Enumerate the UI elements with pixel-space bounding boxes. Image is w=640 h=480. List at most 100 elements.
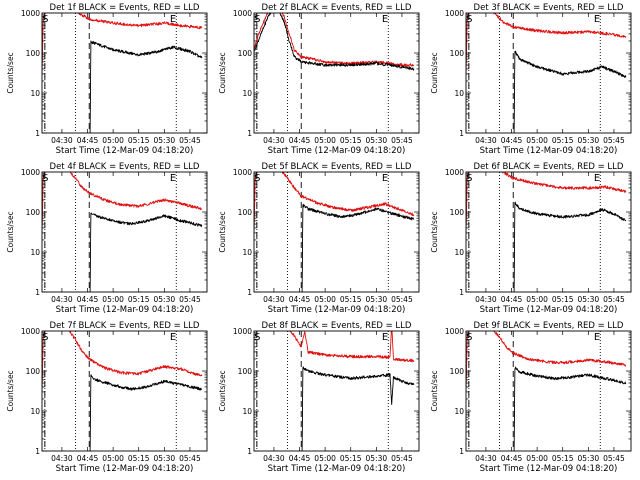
y-tick-label: 1 <box>459 447 464 456</box>
lld-series-line <box>254 13 415 67</box>
end-marker-label: E <box>382 14 388 25</box>
plot-area <box>466 13 627 133</box>
x-tick-label: 05:30 <box>578 136 600 145</box>
plot-area <box>42 13 203 133</box>
panel-title: Det 6f BLACK = Events, RED = LLD <box>474 162 624 172</box>
end-marker-label: E <box>170 332 176 343</box>
plot-area <box>466 331 627 451</box>
panel-title: Det 2f BLACK = Events, RED = LLD <box>262 3 412 13</box>
y-tick-label: 1000 <box>233 168 252 177</box>
start-marker-label: S <box>42 173 48 184</box>
x-tick-label: 05:00 <box>314 295 336 304</box>
plot-frame <box>465 171 632 293</box>
y-tick-label: 1 <box>247 447 252 456</box>
x-tick-label: 04:30 <box>475 454 497 463</box>
x-tick-label: 04:45 <box>501 454 523 463</box>
lld-series-line <box>42 172 203 233</box>
x-tick-label: 04:30 <box>51 454 73 463</box>
y-tick-label: 10 <box>30 407 40 416</box>
y-tick-label: 1 <box>247 288 252 297</box>
lld-series-line <box>466 172 627 233</box>
x-tick-label: 05:45 <box>179 136 201 145</box>
x-axis-title: Start Time (12-Mar-09 04:18:20) <box>268 146 406 156</box>
end-marker-label: E <box>594 14 600 25</box>
x-tick-label: 04:45 <box>501 136 523 145</box>
y-tick-label: 100 <box>450 367 465 376</box>
y-tick-label: 10 <box>242 407 252 416</box>
x-tick-label: 04:30 <box>263 295 285 304</box>
events-series-line <box>301 366 415 451</box>
lld-series-line <box>466 331 627 392</box>
y-tick-label: 1 <box>459 288 464 297</box>
y-tick-label: 1000 <box>233 9 252 18</box>
x-tick-label: 05:30 <box>578 295 600 304</box>
x-tick-label: 05:45 <box>179 295 201 304</box>
x-tick-label: 05:45 <box>603 295 625 304</box>
plot-frame <box>41 171 208 293</box>
x-tick-label: 04:30 <box>475 136 497 145</box>
end-marker-label: E <box>170 14 176 25</box>
y-axis-title: Counts/sec <box>430 52 439 93</box>
x-tick-label: 05:30 <box>366 295 388 304</box>
events-series-line <box>513 366 627 451</box>
x-tick-label: 05:15 <box>340 454 362 463</box>
x-tick-label: 05:00 <box>526 136 548 145</box>
x-tick-label: 05:15 <box>552 295 574 304</box>
y-tick-label: 100 <box>26 208 41 217</box>
plot-area <box>466 172 627 292</box>
x-tick-label: 05:15 <box>128 136 150 145</box>
panel-title: Det 4f BLACK = Events, RED = LLD <box>50 162 200 172</box>
x-tick-label: 04:45 <box>501 295 523 304</box>
panel-title: Det 3f BLACK = Events, RED = LLD <box>474 3 624 13</box>
x-tick-label: 05:45 <box>179 454 201 463</box>
x-tick-label: 05:00 <box>102 454 124 463</box>
x-tick-label: 04:30 <box>263 136 285 145</box>
plot-frame <box>253 12 420 134</box>
lld-series-line <box>466 13 627 74</box>
plot-frame <box>465 330 632 452</box>
x-tick-label: 05:15 <box>340 136 362 145</box>
x-tick-label: 05:15 <box>552 136 574 145</box>
y-tick-label: 100 <box>238 367 253 376</box>
y-tick-label: 1000 <box>445 327 464 336</box>
x-tick-label: 05:30 <box>154 295 176 304</box>
y-tick-label: 1000 <box>445 9 464 18</box>
y-tick-label: 1 <box>35 288 40 297</box>
events-series-line <box>89 40 203 133</box>
start-marker-label: S <box>42 14 48 25</box>
x-axis-title: Start Time (12-Mar-09 04:18:20) <box>56 464 194 474</box>
x-tick-label: 04:45 <box>289 454 311 463</box>
panel-title: Det 1f BLACK = Events, RED = LLD <box>50 3 200 13</box>
x-tick-label: 05:45 <box>391 295 413 304</box>
start-marker-label: S <box>42 332 48 343</box>
x-tick-label: 05:45 <box>603 136 625 145</box>
y-tick-label: 1 <box>35 129 40 138</box>
y-axis-title: Counts/sec <box>218 52 227 93</box>
x-tick-label: 05:45 <box>391 454 413 463</box>
plot-frame <box>41 12 208 134</box>
plot-frame <box>253 171 420 293</box>
y-tick-label: 10 <box>242 89 252 98</box>
end-marker-label: E <box>594 332 600 343</box>
x-tick-label: 05:00 <box>314 454 336 463</box>
y-axis-title: Counts/sec <box>430 211 439 252</box>
y-tick-label: 10 <box>242 248 252 257</box>
plot-area <box>254 13 415 133</box>
x-tick-label: 05:00 <box>102 136 124 145</box>
start-marker-label: S <box>466 173 472 184</box>
x-tick-label: 04:30 <box>475 295 497 304</box>
x-tick-label: 04:30 <box>51 295 73 304</box>
x-axis-title: Start Time (12-Mar-09 04:18:20) <box>480 305 618 315</box>
x-tick-label: 04:45 <box>77 136 99 145</box>
y-tick-label: 100 <box>450 208 465 217</box>
y-tick-label: 10 <box>30 248 40 257</box>
events-series-line <box>513 50 627 133</box>
x-tick-label: 05:30 <box>366 454 388 463</box>
lld-series-line <box>42 331 203 392</box>
